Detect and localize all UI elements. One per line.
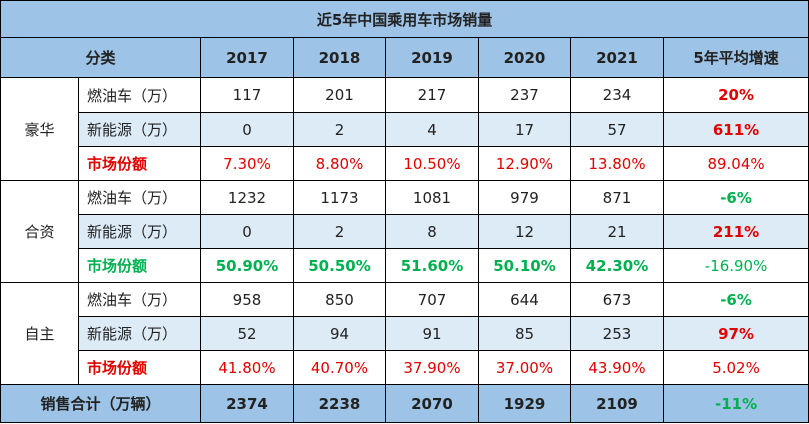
- table-cell: 8.80%: [293, 146, 386, 181]
- table-cell: 2: [293, 112, 386, 147]
- header-year: 2021: [570, 37, 664, 78]
- table-cell: 50.10%: [478, 248, 571, 283]
- row-label: 新能源（万）: [78, 112, 201, 147]
- table-cell: 7.30%: [200, 146, 294, 181]
- table-row: 新能源（万） 0 2 4 17 57 611%: [0, 112, 809, 147]
- growth-cell: -16.90%: [662, 248, 809, 283]
- table-cell: 37.00%: [478, 350, 571, 385]
- total-row: 销售合计（万辆） 2374 2238 2070 1929 2109 -11%: [0, 384, 809, 423]
- table-cell: 979: [478, 180, 571, 215]
- table-cell: 1232: [200, 180, 294, 215]
- growth-cell: 89.04%: [662, 146, 809, 181]
- table-row: 自主 燃油车（万） 958 850 707 644 673 -6%: [0, 282, 809, 385]
- table-cell: 4: [385, 112, 479, 147]
- table-cell: 117: [200, 77, 294, 113]
- row-label: 燃油车（万）: [78, 77, 201, 113]
- row-label: 燃油车（万）: [78, 180, 201, 215]
- header-row: 分类 2017 2018 2019 2020 2021 5年平均增速: [0, 37, 809, 78]
- table-cell: 673: [570, 282, 664, 317]
- row-label: 新能源（万）: [78, 214, 201, 249]
- table-cell: 17: [478, 112, 571, 147]
- table-cell: 8: [385, 214, 479, 249]
- table-cell: 707: [385, 282, 479, 317]
- total-label: 销售合计（万辆）: [0, 384, 201, 423]
- group-joint-venture: 合资: [0, 180, 79, 283]
- group-luxury: 豪华: [0, 77, 79, 181]
- table-cell: 41.80%: [200, 350, 294, 385]
- table-cell: 85: [478, 316, 571, 351]
- table-cell: 0: [200, 112, 294, 147]
- total-cell: 2374: [200, 384, 294, 423]
- row-label: 市场份额: [78, 350, 201, 385]
- table-cell: 1081: [385, 180, 479, 215]
- total-cell: 1929: [478, 384, 571, 423]
- table-cell: 871: [570, 180, 664, 215]
- table-cell: 644: [478, 282, 571, 317]
- header-category: 分类: [0, 37, 201, 78]
- table-cell: 51.60%: [385, 248, 479, 283]
- growth-cell: 5.02%: [662, 350, 809, 385]
- table-title: 近5年中国乘用车市场销量: [0, 0, 809, 38]
- row-label: 市场份额: [78, 146, 201, 181]
- table-cell: 201: [293, 77, 386, 113]
- growth-cell: 97%: [662, 316, 809, 351]
- table-row: 合资 燃油车（万） 1232 1173 1081 979 871 -6%: [0, 180, 809, 283]
- table-cell: 10.50%: [385, 146, 479, 181]
- table-cell: 958: [200, 282, 294, 317]
- table-cell: 12.90%: [478, 146, 571, 181]
- header-year: 2020: [478, 37, 571, 78]
- row-label: 市场份额: [78, 248, 201, 283]
- table-cell: 57: [570, 112, 664, 147]
- growth-cell: -6%: [662, 282, 809, 317]
- header-growth: 5年平均增速: [662, 37, 809, 78]
- total-cell: 2238: [293, 384, 386, 423]
- table-cell: 0: [200, 214, 294, 249]
- total-growth: -11%: [662, 384, 809, 423]
- table-cell: 52: [200, 316, 294, 351]
- growth-cell: -6%: [662, 180, 809, 215]
- total-cell: 2109: [570, 384, 664, 423]
- table-cell: 253: [570, 316, 664, 351]
- table-cell: 40.70%: [293, 350, 386, 385]
- header-year: 2019: [385, 37, 479, 78]
- growth-cell: 20%: [662, 77, 809, 113]
- table-cell: 217: [385, 77, 479, 113]
- title-row: 近5年中国乘用车市场销量: [0, 0, 809, 38]
- table-row: 新能源（万） 0 2 8 12 21 211%: [0, 214, 809, 249]
- group-domestic: 自主: [0, 282, 79, 385]
- table-cell: 237: [478, 77, 571, 113]
- growth-cell: 211%: [662, 214, 809, 249]
- table-cell: 50.50%: [293, 248, 386, 283]
- table-cell: 234: [570, 77, 664, 113]
- table-cell: 37.90%: [385, 350, 479, 385]
- growth-cell: 611%: [662, 112, 809, 147]
- header-year: 2018: [293, 37, 386, 78]
- total-cell: 2070: [385, 384, 479, 423]
- table-cell: 850: [293, 282, 386, 317]
- table-cell: 94: [293, 316, 386, 351]
- table-row: 市场份额 50.90% 50.50% 51.60% 50.10% 42.30% …: [0, 248, 809, 283]
- table-row: 豪华 燃油车（万） 117 201 217 237 234 20%: [0, 77, 809, 181]
- table-cell: 2: [293, 214, 386, 249]
- table-row: 市场份额 7.30% 8.80% 10.50% 12.90% 13.80% 89…: [0, 146, 809, 181]
- row-label: 新能源（万）: [78, 316, 201, 351]
- table-cell: 21: [570, 214, 664, 249]
- table-cell: 43.90%: [570, 350, 664, 385]
- table-cell: 1173: [293, 180, 386, 215]
- header-year: 2017: [200, 37, 294, 78]
- table-cell: 12: [478, 214, 571, 249]
- table-cell: 50.90%: [200, 248, 294, 283]
- table-cell: 91: [385, 316, 479, 351]
- table-cell: 42.30%: [570, 248, 664, 283]
- table-row: 新能源（万） 52 94 91 85 253 97%: [0, 316, 809, 351]
- table-cell: 13.80%: [570, 146, 664, 181]
- row-label: 燃油车（万）: [78, 282, 201, 317]
- table-row: 市场份额 41.80% 40.70% 37.90% 37.00% 43.90% …: [0, 350, 809, 385]
